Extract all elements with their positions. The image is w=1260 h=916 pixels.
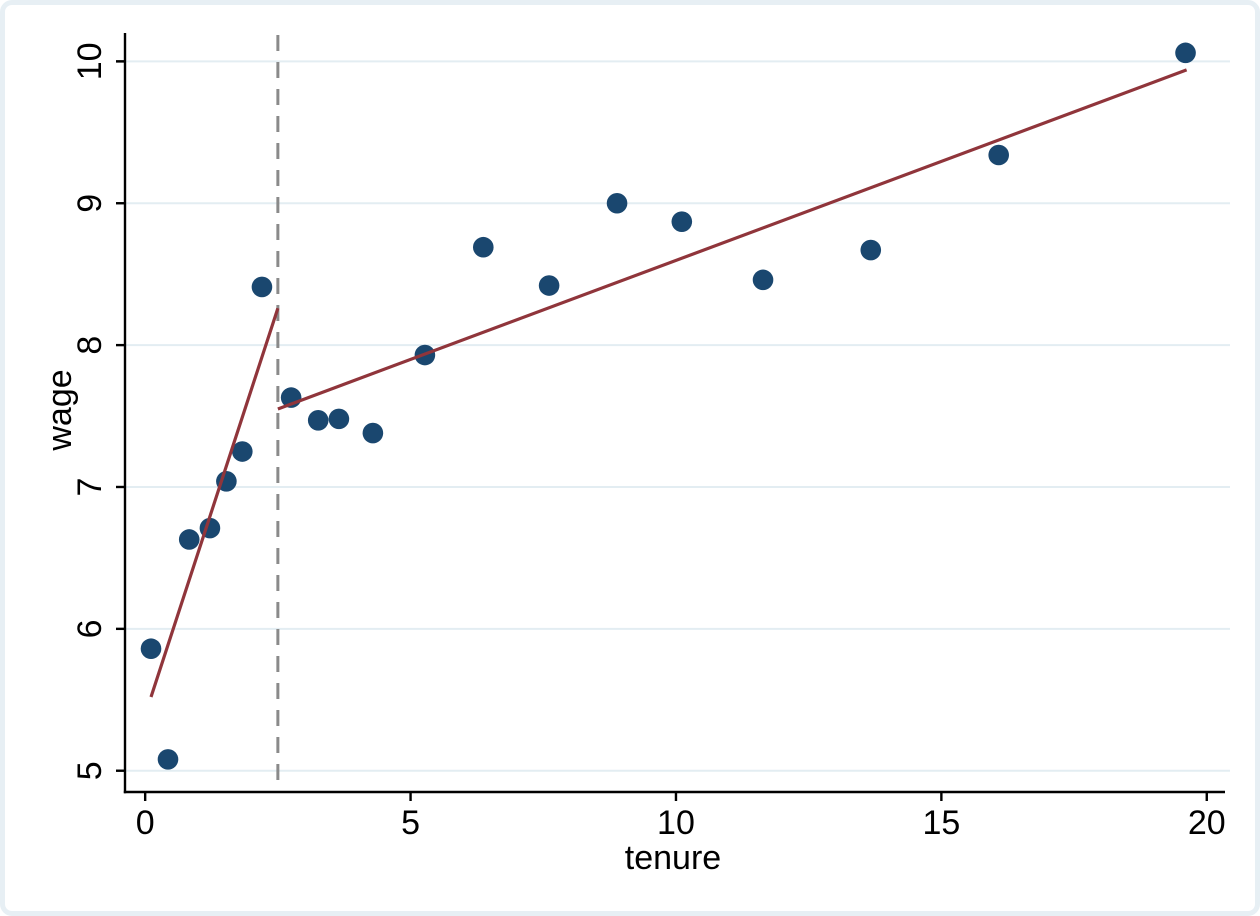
scatter-point <box>538 275 560 296</box>
y-tick-label: 6 <box>71 619 109 638</box>
y-axis-title: wage <box>41 369 79 451</box>
scatter-point <box>178 529 200 550</box>
scatter-point <box>157 749 179 770</box>
scatter-point <box>251 276 273 298</box>
scatter-point <box>232 441 253 462</box>
y-tick-label: 8 <box>71 336 109 355</box>
x-tick-label: 5 <box>401 804 420 842</box>
x-axis-title: tenure <box>625 839 721 877</box>
fit-below-cutoff <box>149 307 280 698</box>
y-tick-label: 10 <box>71 42 109 80</box>
scatter-point <box>988 144 1009 166</box>
y-tick-label: 7 <box>71 478 109 497</box>
x-tick-label: 0 <box>136 804 155 842</box>
fit-above-cutoff <box>277 68 1188 411</box>
y-tick-label: 5 <box>71 761 109 780</box>
x-tick-label: 15 <box>922 804 960 842</box>
y-tick-label: 9 <box>71 194 109 213</box>
x-tick-label: 20 <box>1188 804 1226 842</box>
scatter-point <box>606 192 628 214</box>
scatter-point <box>328 408 350 430</box>
scatter-point <box>472 236 494 258</box>
scatter-point <box>307 410 329 431</box>
scatter-point <box>140 638 162 660</box>
scatter-point <box>671 211 693 232</box>
scatter-point <box>1175 42 1196 64</box>
scatter-point <box>362 422 384 444</box>
x-tick-label: 10 <box>657 804 695 842</box>
scatter-point <box>752 269 774 291</box>
scatter-point <box>860 239 882 261</box>
